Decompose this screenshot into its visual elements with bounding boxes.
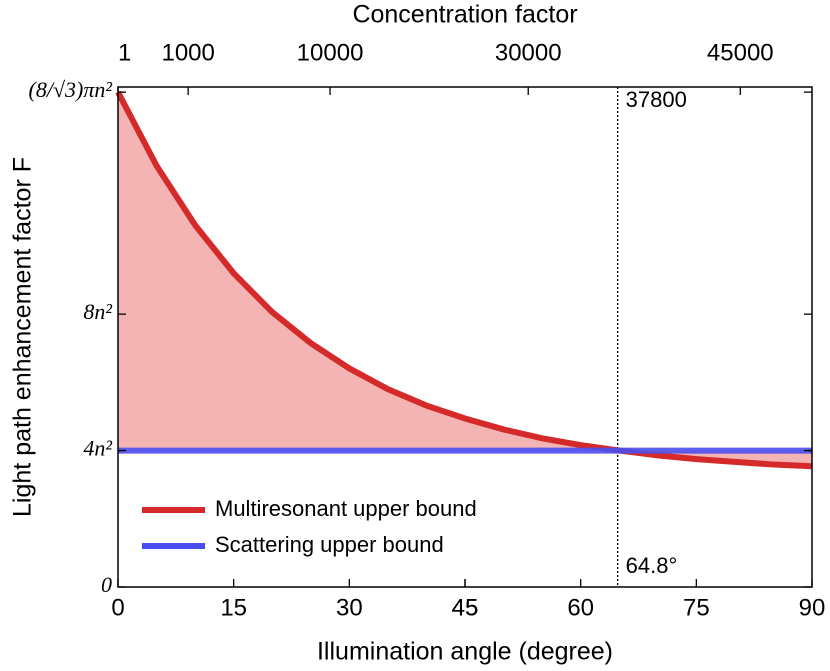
area-fill: [118, 92, 812, 467]
x2-axis-title: Concentration factor: [352, 1, 577, 29]
annotation: 64.8°: [626, 553, 678, 578]
x2-tick-label: 1: [118, 39, 131, 66]
x-tick-label: 30: [336, 594, 363, 621]
x-tick-label: 75: [683, 594, 710, 621]
x-tick-label: 60: [567, 594, 594, 621]
x-tick-label: 45: [452, 594, 479, 621]
x2-tick-label: 1000: [161, 39, 214, 66]
y-axis-title: Light path enhancement factor F: [9, 157, 37, 517]
x2-tick-label: 10000: [297, 39, 364, 66]
y-tick-label: 8n²: [83, 299, 112, 324]
legend-label: Scattering upper bound: [215, 532, 444, 557]
y-tick-label: 0: [101, 572, 112, 597]
x-tick-label: 0: [111, 594, 124, 621]
x-tick-label: 45: [452, 594, 479, 621]
x-tick-label: 15: [220, 594, 247, 621]
y-tick-label: 4n²: [83, 436, 112, 461]
x-axis-title: Illumination angle (degree): [317, 638, 613, 666]
annotation: 37800: [626, 87, 687, 112]
x2-tick-label: 45000: [707, 39, 774, 66]
x2-tick-label: 30000: [495, 39, 562, 66]
legend-label: Multiresonant upper bound: [215, 496, 477, 521]
y-tick-label: (8/√3)πn²: [29, 77, 113, 102]
x-tick-label: 90: [799, 594, 826, 621]
series-line: [115, 90, 813, 470]
